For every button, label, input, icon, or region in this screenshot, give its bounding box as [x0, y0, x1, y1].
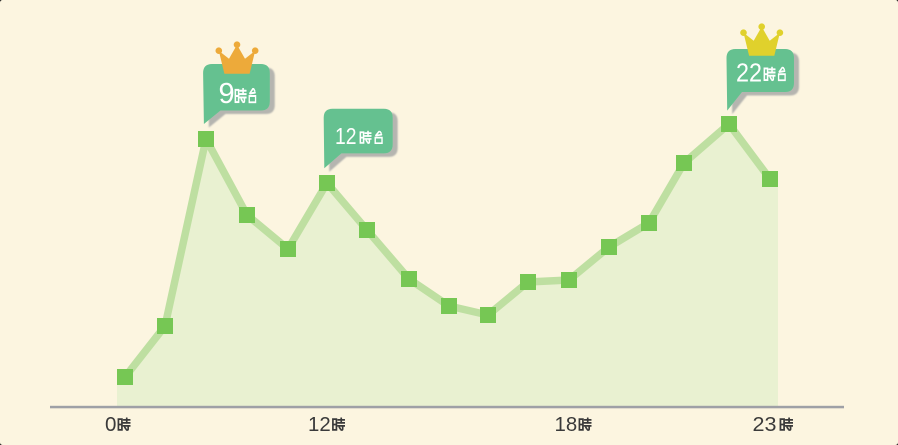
svg-text:12: 12 — [335, 123, 357, 149]
svg-text:9: 9 — [219, 78, 235, 110]
svg-text:0: 0 — [105, 413, 116, 436]
svg-text:18: 18 — [555, 413, 578, 436]
svg-text:23: 23 — [753, 413, 777, 436]
svg-text:12: 12 — [308, 413, 331, 436]
svg-text:22: 22 — [736, 58, 762, 88]
